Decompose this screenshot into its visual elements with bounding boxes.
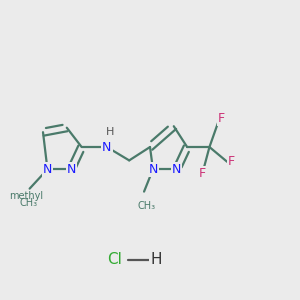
Text: N: N (102, 140, 112, 154)
Text: methyl: methyl (10, 191, 44, 201)
Text: N: N (67, 163, 76, 176)
Text: N: N (43, 163, 52, 176)
Text: Cl: Cl (107, 253, 122, 268)
Text: CH₃: CH₃ (138, 200, 156, 211)
Text: H: H (106, 127, 114, 136)
Text: N: N (148, 163, 158, 176)
Text: F: F (199, 167, 206, 180)
Text: F: F (228, 155, 235, 168)
Text: N: N (172, 163, 182, 176)
Text: F: F (218, 112, 225, 125)
Text: H: H (150, 253, 162, 268)
Text: CH₃: CH₃ (19, 198, 37, 208)
